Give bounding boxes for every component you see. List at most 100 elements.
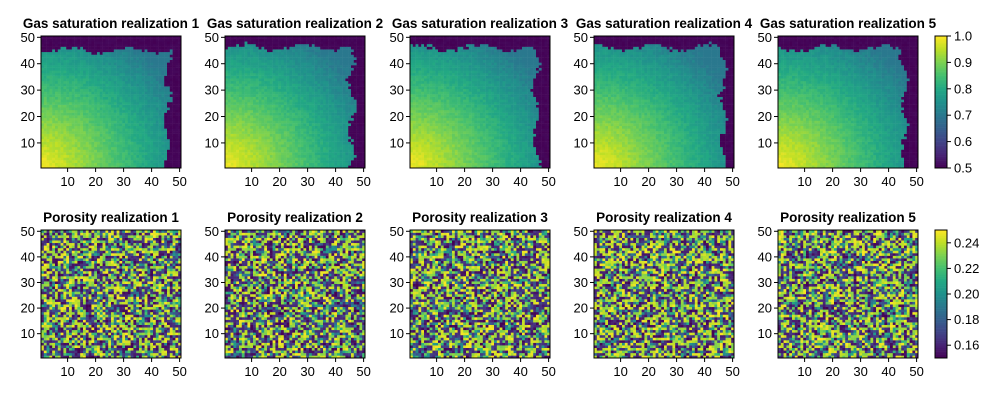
heatmap-cell [164, 97, 167, 100]
heatmap-cell [117, 160, 120, 163]
heatmap-cell [69, 99, 72, 102]
heatmap-cell [295, 102, 298, 105]
heatmap-cell [331, 139, 334, 142]
heatmap-cell [175, 39, 178, 42]
heatmap-cell [170, 65, 173, 68]
heatmap-cell [259, 128, 262, 131]
heatmap-cell [315, 128, 318, 131]
heatmap-cell [351, 68, 354, 71]
heatmap-cell [150, 160, 153, 163]
heatmap-cell [133, 44, 136, 47]
heatmap-cell [164, 89, 167, 92]
heatmap-cell [281, 39, 284, 42]
heatmap-cell [303, 126, 306, 129]
heatmap-cell [83, 163, 86, 166]
heatmap-cell [340, 54, 343, 57]
heatmap-cell [231, 142, 234, 145]
heatmap-cell [331, 102, 334, 105]
heatmap-cell [80, 126, 83, 129]
heatmap-cell [334, 70, 337, 73]
heatmap-cell [309, 76, 312, 79]
heatmap-cell [306, 54, 309, 57]
heatmap-cell [80, 131, 83, 134]
heatmap-cell [354, 113, 357, 116]
heatmap-cell [97, 142, 100, 145]
heatmap-cell [161, 47, 164, 50]
heatmap-cell [340, 123, 343, 126]
heatmap-cell [145, 47, 148, 50]
heatmap-cell [247, 94, 250, 97]
heatmap-cell [250, 147, 253, 150]
heatmap-cell [47, 110, 50, 113]
heatmap-cell [175, 147, 178, 150]
heatmap-cell [111, 94, 114, 97]
heatmap-cell [55, 78, 58, 81]
heatmap-cell [105, 60, 108, 63]
heatmap-cell [292, 78, 295, 81]
heatmap-cell [142, 41, 145, 44]
heatmap-cell [256, 84, 259, 87]
heatmap-cell [345, 118, 348, 121]
heatmap-cell [354, 57, 357, 60]
heatmap-cell [86, 54, 89, 57]
heatmap-cell [108, 105, 111, 108]
heatmap-cell [239, 94, 242, 97]
heatmap-cell [354, 107, 357, 110]
heatmap-cell [253, 54, 256, 57]
heatmap-cell [94, 150, 97, 153]
heatmap-cell [139, 76, 142, 79]
heatmap-cell [147, 139, 150, 142]
heatmap-cell [173, 142, 176, 145]
heatmap-cell [295, 110, 298, 113]
heatmap-cell [97, 49, 100, 52]
heatmap-cell [119, 94, 122, 97]
heatmap-cell [100, 73, 103, 76]
heatmap-cell [354, 160, 357, 163]
heatmap-cell [170, 41, 173, 44]
heatmap-cell [259, 39, 262, 42]
heatmap-cell [108, 115, 111, 118]
heatmap-cell [233, 152, 236, 155]
heatmap-cell [348, 91, 351, 94]
heatmap-cell [136, 120, 139, 123]
heatmap-cell [242, 107, 245, 110]
heatmap-cell [292, 49, 295, 52]
heatmap-cell [309, 105, 312, 108]
heatmap-cell [91, 147, 94, 150]
heatmap-cell [340, 68, 343, 71]
heatmap-cell [80, 47, 83, 50]
heatmap-cell [231, 134, 234, 137]
heatmap-cell [75, 70, 78, 73]
heatmap-cell [323, 39, 326, 42]
heatmap-cell [270, 44, 273, 47]
heatmap-cell [340, 126, 343, 129]
heatmap-cell [354, 126, 357, 129]
heatmap-cell [150, 60, 153, 63]
heatmap-cell [61, 152, 64, 155]
heatmap-cell [100, 136, 103, 139]
heatmap-cell [175, 128, 178, 131]
heatmap-cell [117, 78, 120, 81]
heatmap-cell [147, 128, 150, 131]
heatmap-cell [359, 81, 362, 84]
heatmap-cell [281, 57, 284, 60]
heatmap-cell [173, 150, 176, 153]
heatmap-cell [354, 65, 357, 68]
heatmap-cell [117, 52, 120, 55]
heatmap-cell [329, 65, 332, 68]
heatmap-cell [281, 62, 284, 65]
heatmap-cell [315, 86, 318, 89]
heatmap-cell [233, 131, 236, 134]
heatmap-cell [61, 110, 64, 113]
heatmap-cell [89, 152, 92, 155]
heatmap-cell [348, 65, 351, 68]
heatmap-cell [303, 60, 306, 63]
heatmap-cell [131, 91, 134, 94]
heatmap-cell [261, 134, 264, 137]
heatmap-cell [105, 78, 108, 81]
heatmap-cell [117, 60, 120, 63]
heatmap-cell [58, 157, 61, 160]
heatmap-cell [142, 97, 145, 100]
heatmap-cell [136, 136, 139, 139]
heatmap-cell [47, 134, 50, 137]
